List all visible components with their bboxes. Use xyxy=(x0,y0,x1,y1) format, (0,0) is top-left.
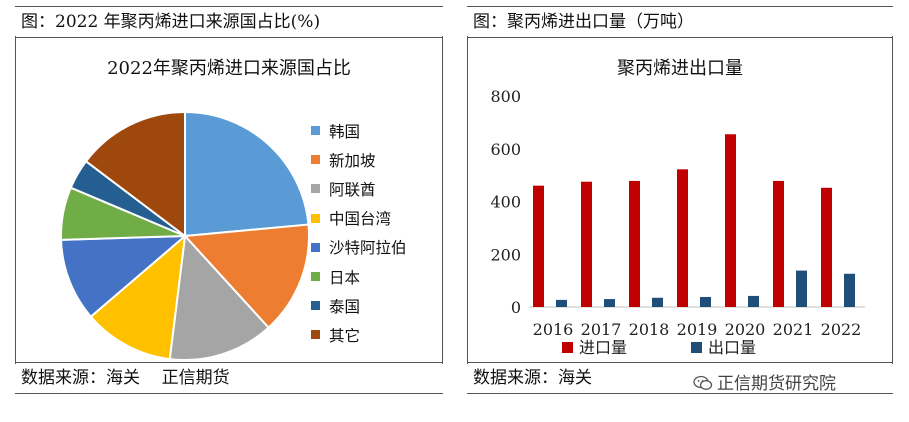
bar-chart: 0 200 400 600 800 2016 2017 2018 2019 2020 2021 202… xyxy=(490,87,865,357)
x-tick-label: 2017 xyxy=(581,320,622,339)
x-tick-label: 2020 xyxy=(725,320,766,339)
bar-export xyxy=(748,295,759,307)
legend-swatch xyxy=(311,213,320,223)
legend-swatch xyxy=(311,184,320,194)
wechat-icon xyxy=(693,375,713,390)
legend-label: 沙特阿拉伯 xyxy=(329,239,407,258)
legend-label: 日本 xyxy=(329,268,361,287)
legend-item: 沙特阿拉伯 xyxy=(311,233,431,262)
legend-swatch xyxy=(311,301,320,311)
legend-item: 泰国 xyxy=(311,291,431,320)
pie-slice xyxy=(60,234,188,319)
legend-swatch xyxy=(311,272,320,282)
legend-item: 阿联酋 xyxy=(311,174,431,203)
bar-export xyxy=(700,296,711,307)
y-tick-label: 800 xyxy=(490,87,521,106)
y-tick-label: 400 xyxy=(490,193,521,212)
legend-label: 中国台湾 xyxy=(329,210,392,229)
bar-import xyxy=(533,185,544,307)
bar-export xyxy=(652,297,663,307)
legend-swatch xyxy=(691,342,702,353)
chart-title: 聚丙烯进出口量 xyxy=(617,58,743,79)
panel-border-left xyxy=(467,36,468,364)
bar-import xyxy=(677,169,688,307)
legend-swatch xyxy=(311,330,320,340)
pie-legend: 韩国新加坡阿联酋中国台湾沙特阿拉伯日本泰国其它 xyxy=(311,116,431,350)
pie-chart xyxy=(60,110,310,361)
legend-label: 韩国 xyxy=(329,122,361,141)
x-tick-label: 2021 xyxy=(773,320,814,339)
legend-swatch xyxy=(311,126,320,136)
y-tick-label: 0 xyxy=(511,298,521,317)
y-tick-label: 200 xyxy=(490,245,521,264)
x-tick-label: 2016 xyxy=(533,320,574,339)
pie-slice xyxy=(182,223,310,330)
legend-item: 中国台湾 xyxy=(311,204,431,233)
legend-label: 新加坡 xyxy=(329,151,376,170)
legend-item: 新加坡 xyxy=(311,145,431,174)
pie-slice xyxy=(168,233,270,361)
watermark-text: 正信期货研究院 xyxy=(717,374,836,394)
pie-slice xyxy=(184,110,310,238)
legend-item: 日本 xyxy=(311,262,431,291)
pie-slice xyxy=(89,233,187,361)
panel-footer: 数据来源：海关 正信期货 xyxy=(15,362,443,394)
bar-export xyxy=(556,299,567,307)
legend-label: 出口量 xyxy=(708,338,756,357)
panel-header: 图：聚丙烯进出口量（万吨） xyxy=(467,6,893,38)
panel-header: 图：2022 年聚丙烯进口来源国占比(%) xyxy=(15,6,443,38)
pie-chart-panel: 图：2022 年聚丙烯进口来源国占比(%) 2022年聚丙烯进口来源国占比 韩国… xyxy=(15,6,443,394)
bar-export xyxy=(796,270,807,307)
panel-border-right xyxy=(892,36,893,364)
bar-import xyxy=(725,134,736,307)
bar-import xyxy=(773,180,784,307)
bar-import xyxy=(629,180,640,307)
chart-title: 2022年聚丙烯进口来源国占比 xyxy=(107,58,351,79)
legend-label: 进口量 xyxy=(579,338,627,357)
bar-export xyxy=(604,299,615,307)
bar-import xyxy=(581,181,592,307)
bar-import xyxy=(821,187,832,307)
bar-chart-panel: 图：聚丙烯进出口量（万吨） 聚丙烯进出口量 0 200 400 600 800 2016 2… xyxy=(467,6,893,394)
watermark: 正信期货研究院 xyxy=(693,369,836,394)
legend-swatch xyxy=(311,155,320,165)
legend-item: 其它 xyxy=(311,320,431,349)
x-tick-label: 2022 xyxy=(821,320,862,339)
pie-slice xyxy=(84,110,186,239)
panel-border-right xyxy=(442,36,443,364)
y-tick-label: 600 xyxy=(490,140,521,159)
legend-label: 泰国 xyxy=(329,297,361,316)
legend-label: 阿联酋 xyxy=(329,180,376,199)
panel-footer: 数据来源：海关 xyxy=(467,362,893,394)
legend-item: 韩国 xyxy=(311,116,431,145)
bar-export xyxy=(844,273,855,307)
legend-swatch xyxy=(311,242,320,252)
legend-swatch xyxy=(562,342,573,353)
panel-border-left xyxy=(15,36,16,364)
legend-label: 其它 xyxy=(329,326,361,345)
x-tick-label: 2019 xyxy=(677,320,718,339)
x-tick-label: 2018 xyxy=(629,320,670,339)
